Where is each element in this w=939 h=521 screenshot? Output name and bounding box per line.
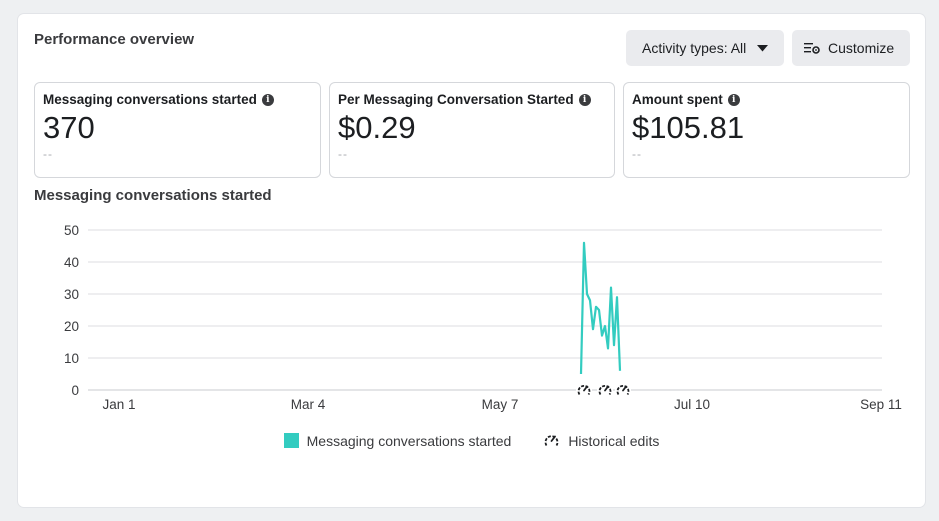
historical-edit-marker[interactable] <box>597 382 613 398</box>
customize-button[interactable]: Customize <box>792 30 910 66</box>
series-line <box>579 241 622 375</box>
metric-comparison: -- <box>632 147 642 161</box>
historical-edit-marker[interactable] <box>576 382 592 398</box>
x-tick-label: Sep 11 <box>860 397 902 412</box>
x-tick-label: Jul 10 <box>674 397 710 412</box>
metric-card-cost-per-conversation[interactable]: Per Messaging Conversation Started i $0.… <box>329 82 615 178</box>
info-icon[interactable]: i <box>578 93 591 106</box>
metric-value: $105.81 <box>632 110 745 145</box>
x-tick-label: May 7 <box>482 397 519 412</box>
caret-down-icon <box>757 44 769 51</box>
x-tick-label: Jan 1 <box>102 397 135 412</box>
metric-card-amount-spent[interactable]: Amount spent i $105.81 -- <box>623 82 910 178</box>
legend-label: Messaging conversations started <box>306 432 512 449</box>
activity-types-dropdown[interactable]: Activity types: All <box>626 30 784 66</box>
metric-label: Amount spent <box>632 92 723 107</box>
customize-settings-icon <box>804 43 820 54</box>
y-tick-label: 20 <box>64 319 79 334</box>
chart-title: Messaging conversations started <box>34 187 272 204</box>
y-tick-label: 40 <box>64 255 79 270</box>
page-title: Performance overview <box>34 31 195 48</box>
legend-item-historical-edits[interactable]: Historical edits <box>543 432 659 449</box>
info-icon[interactable]: i <box>727 93 740 106</box>
metric-value: $0.29 <box>338 110 416 145</box>
metric-comparison: -- <box>43 147 53 161</box>
customize-label: Customize <box>828 40 895 56</box>
y-tick-label: 30 <box>64 287 79 302</box>
metric-value: 370 <box>43 110 95 145</box>
y-tick-label: 10 <box>64 351 79 366</box>
y-tick-label: 0 <box>71 383 79 398</box>
metric-label-row: Messaging conversations started i <box>43 92 312 107</box>
chart-legend: Messaging conversations started Historic… <box>18 432 925 449</box>
performance-overview-card: Performance overview Activity types: All… <box>18 14 925 507</box>
line-chart: 0 10 20 30 40 50 Jan 1 Mar 4 May 7 Jul 10 Sep 11 <box>64 223 902 412</box>
legend-swatch <box>283 433 299 448</box>
metric-card-conversations[interactable]: Messaging conversations started i 370 -- <box>34 82 321 178</box>
x-tick-label: Mar 4 <box>291 397 326 412</box>
metric-label-row: Per Messaging Conversation Started i <box>338 92 606 107</box>
metric-comparison: -- <box>338 147 348 161</box>
legend-label: Historical edits <box>568 432 660 449</box>
y-tick-label: 50 <box>64 223 79 238</box>
historical-edit-icon <box>544 435 559 446</box>
metric-label: Messaging conversations started <box>43 92 257 107</box>
legend-item-conversations[interactable]: Messaging conversations started <box>283 432 512 449</box>
metric-label: Per Messaging Conversation Started <box>338 92 574 107</box>
activity-types-label: Activity types: All <box>642 40 747 56</box>
historical-edit-marker[interactable] <box>615 382 631 398</box>
info-icon[interactable]: i <box>261 93 274 106</box>
metric-label-row: Amount spent i <box>632 92 901 107</box>
